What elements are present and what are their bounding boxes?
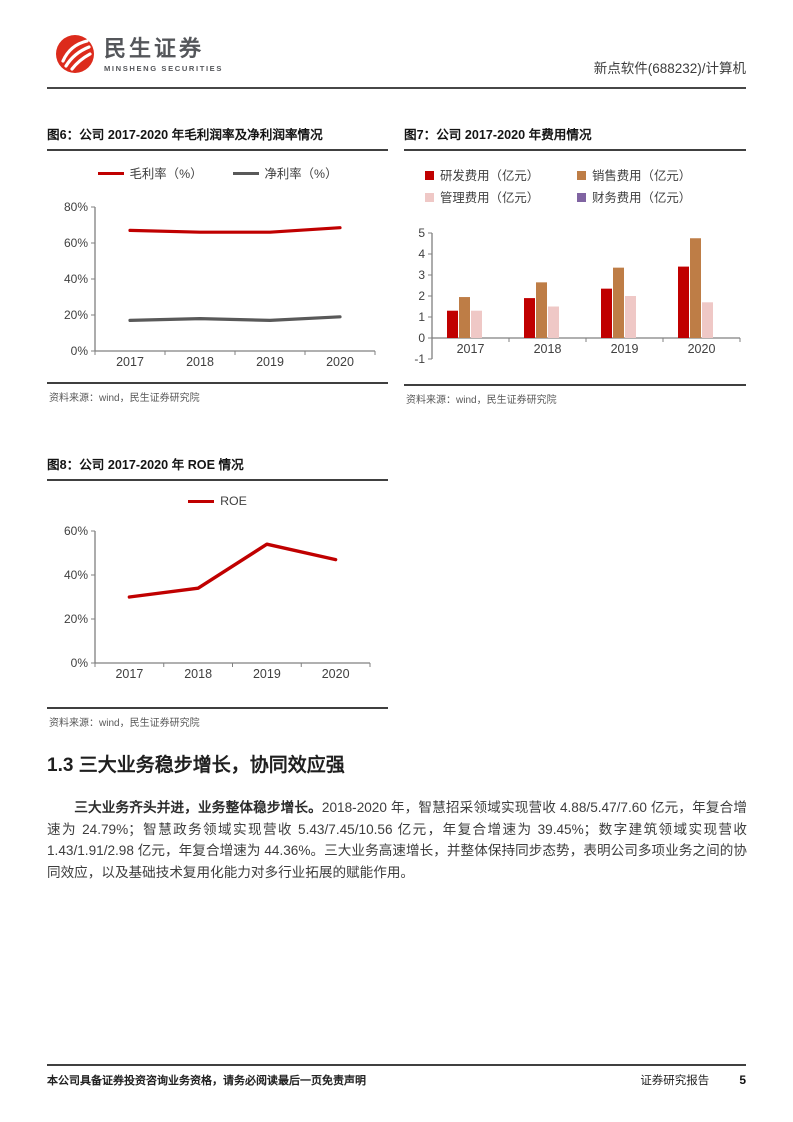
legend-label: 研发费用（亿元） [440,169,540,183]
legend-label: 销售费用（亿元） [592,169,692,183]
line-swatch-icon [232,171,259,175]
minsheng-logo-icon [55,34,95,74]
figure-6-chart: 0% 20% 40% 60% 80% 2017 2018 2019 2020 [47,184,388,374]
logo-name-en: MINSHENG SECURITIES [104,63,224,73]
section-heading: 1.3 三大业务稳步增长，协同效应强 [47,755,345,776]
report-subject: 新点软件(688232)/计算机 [593,61,746,76]
figure-7-title: 图7：公司 2017-2020 年费用情况 [404,128,746,151]
svg-text:1: 1 [418,310,425,324]
svg-text:0%: 0% [71,344,89,358]
svg-text:0%: 0% [71,656,89,670]
figure-7-legend: 研发费用（亿元） 销售费用（亿元） 管理费用（亿元） 财务费用（亿元） [404,166,746,206]
line-swatch-icon [188,499,215,503]
footer-report-type: 证券研究报告 [640,1075,710,1087]
legend-label: 管理费用（亿元） [440,191,540,205]
line-swatch-icon [97,171,124,175]
svg-text:60%: 60% [64,524,88,538]
legend-item: ROE [188,494,247,508]
svg-text:2017: 2017 [457,342,485,356]
legend-item: 净利率（%） [232,164,338,182]
legend-item: 销售费用（亿元） [577,166,725,184]
svg-text:40%: 40% [64,272,88,286]
legend-label: 净利率（%） [264,167,338,181]
header-divider [47,87,746,89]
svg-text:0: 0 [418,331,425,345]
figure-8: 图8：公司 2017-2020 年 ROE 情况 ROE 0% 20% 40% 60%… [47,458,388,729]
square-swatch-icon [425,192,434,202]
legend-item: 财务费用（亿元） [577,188,725,206]
square-swatch-icon [577,170,586,180]
figure-8-title: 图8：公司 2017-2020 年 ROE 情况 [47,458,388,481]
figure-8-chart: 0% 20% 40% 60% 2017 2018 2019 2020 [47,516,388,701]
svg-text:-1: -1 [414,352,425,366]
figure-6-source: 资料来源：wind，民生证券研究院 [47,382,388,404]
legend-label: 财务费用（亿元） [592,191,692,205]
svg-text:2: 2 [418,289,425,303]
figure-7: 图7：公司 2017-2020 年费用情况 研发费用（亿元） 销售费用（亿元） … [404,128,746,406]
svg-text:20%: 20% [64,308,88,322]
legend-label: ROE [220,494,247,508]
svg-text:60%: 60% [64,236,88,250]
legend-label: 毛利率（%） [129,167,203,181]
svg-text:2019: 2019 [253,667,281,681]
page-number: 5 [739,1073,746,1087]
svg-text:2018: 2018 [186,355,214,369]
figure-7-source: 资料来源：wind，民生证券研究院 [404,384,746,406]
figure-8-source: 资料来源：wind，民生证券研究院 [47,707,388,729]
svg-text:2020: 2020 [688,342,716,356]
footer-right: 证券研究报告 5 [640,1072,746,1088]
svg-text:3: 3 [418,268,425,282]
footer-divider [47,1064,746,1066]
figure-6: 图6：公司 2017-2020 年毛利润率及净利润率情况 毛利率（%） 净利率（… [47,128,388,404]
svg-text:2018: 2018 [534,342,562,356]
svg-text:80%: 80% [64,200,88,214]
legend-item: 毛利率（%） [97,164,203,182]
paragraph-lead: 三大业务齐头并进，业务整体稳步增长。 [74,800,322,815]
svg-text:2020: 2020 [322,667,350,681]
svg-text:2019: 2019 [611,342,639,356]
svg-text:40%: 40% [64,568,88,582]
square-swatch-icon [577,192,586,202]
figure-7-chart: -1 0 1 2 3 4 5 2017 2018 2019 2020 [404,222,746,372]
svg-text:2017: 2017 [116,355,144,369]
figure-6-title: 图6：公司 2017-2020 年毛利润率及净利润率情况 [47,128,388,151]
svg-text:2020: 2020 [326,355,354,369]
logo-name-cn: 民生证券 [104,35,205,61]
company-logo: 民生证券 MINSHENG SECURITIES [55,34,223,74]
svg-text:2018: 2018 [184,667,212,681]
svg-text:20%: 20% [64,612,88,626]
footer-disclaimer: 本公司具备证券投资咨询业务资格，请务必阅读最后一页免责声明 [47,1075,366,1087]
square-swatch-icon [425,170,434,180]
figure-8-legend: ROE [47,494,388,508]
figure-6-legend: 毛利率（%） 净利率（%） [47,164,388,182]
svg-text:4: 4 [418,247,425,261]
svg-text:5: 5 [418,226,425,240]
paragraph-body: 2018-2020 年，智慧招采领域实现营收 4.88/5.47/7.60 亿元… [47,800,748,880]
svg-text:2017: 2017 [115,667,143,681]
svg-text:2019: 2019 [256,355,284,369]
legend-item: 研发费用（亿元） [425,166,577,184]
legend-item: 管理费用（亿元） [425,188,577,206]
section-paragraph: 三大业务齐头并进，业务整体稳步增长。2018-2020 年，智慧招采领域实现营收… [47,797,747,883]
